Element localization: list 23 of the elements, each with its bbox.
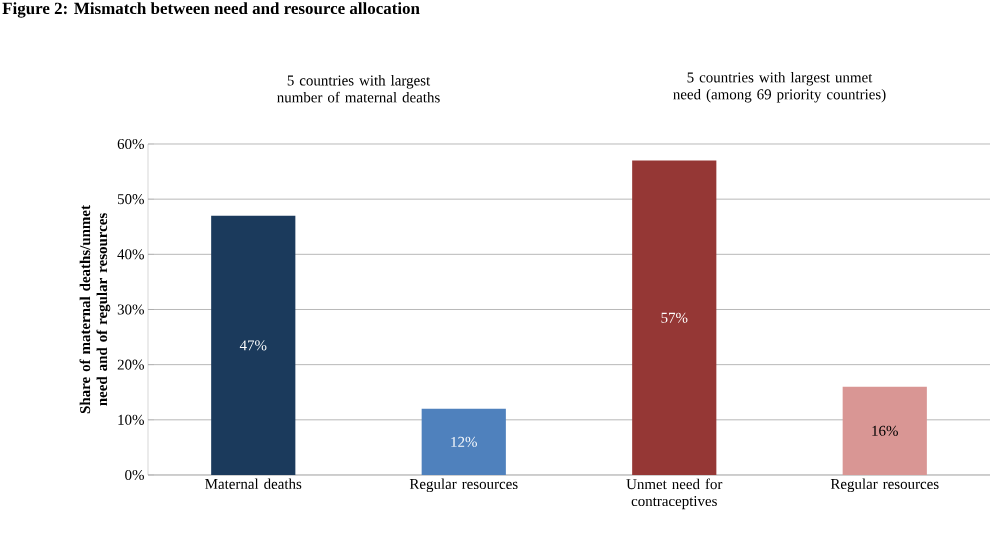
y-axis-title: Share of maternal deaths/unmet need and of regular resources <box>79 205 111 414</box>
text: 5 countries with largest unmet need (among 69 priority countries) <box>673 71 886 103</box>
x-tick-label: Regular resources <box>409 478 518 493</box>
data-label: 57% <box>661 312 688 323</box>
y-tick-label: 50% <box>117 194 144 205</box>
x-tick-label: Unmet need for contraceptives <box>626 478 723 510</box>
y-tick-label: 60% <box>117 138 144 150</box>
y-tick-label: 0% <box>125 469 144 481</box>
bar <box>632 160 717 475</box>
y-tick-label: 10% <box>118 414 144 425</box>
x-tick-label: Maternal deaths <box>205 478 302 490</box>
y-tick-label: 30% <box>117 304 144 315</box>
y-tick-label: 20% <box>117 359 144 370</box>
y-tick-label: 40% <box>117 249 144 260</box>
data-label: 12% <box>451 436 477 447</box>
bar <box>421 408 506 475</box>
bar <box>842 386 927 475</box>
text: 5 countries with largest number of maternal deaths <box>277 75 440 103</box>
data-label: 16% <box>872 425 898 436</box>
bar <box>211 215 296 475</box>
data-label: 47% <box>239 340 267 351</box>
chart-title: Figure 2: Mismatch between need and resource allocation <box>2 2 420 18</box>
x-tick-label: Regular resources <box>830 478 939 493</box>
